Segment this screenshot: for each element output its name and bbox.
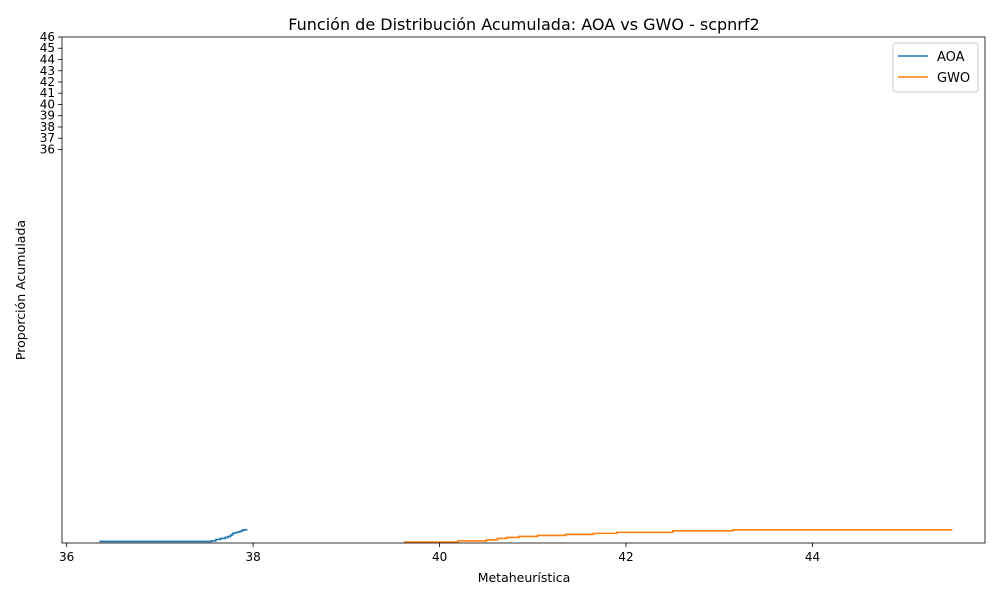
x-tick-label: 42	[618, 550, 633, 564]
y-tick-label: 39	[40, 109, 55, 123]
y-tick-label: 46	[40, 30, 55, 44]
y-tick-label: 43	[40, 64, 55, 78]
legend-label-gwo: GWO	[937, 71, 970, 86]
x-tick-label: 40	[432, 550, 447, 564]
series-line-aoa	[99, 528, 248, 543]
x-axis-label: Metaheurística	[478, 570, 571, 585]
axes-frame	[61, 36, 986, 544]
x-tick-label: 36	[59, 550, 74, 564]
x-axis: 36 38 40 42 44	[59, 543, 820, 564]
legend: AOA GWO	[892, 42, 979, 93]
x-tick-label: 38	[245, 550, 260, 564]
series-layer	[99, 528, 953, 543]
chart-title: Función de Distribución Acumulada: AOA v…	[288, 15, 759, 34]
y-tick-label: 38	[40, 120, 55, 134]
y-tick-label: 42	[40, 75, 55, 89]
y-tick-label: 41	[40, 86, 55, 100]
y-tick-label: 44	[40, 52, 55, 66]
y-axis-label: Proporción Acumulada	[13, 220, 28, 360]
legend-label-aoa: AOA	[937, 50, 965, 65]
y-tick-label: 40	[40, 97, 55, 111]
series-line-gwo	[404, 529, 953, 543]
y-tick-label: 36	[40, 142, 55, 156]
y-tick-label: 45	[40, 41, 55, 55]
y-tick-label: 37	[40, 131, 55, 145]
x-tick-label: 44	[805, 550, 820, 564]
